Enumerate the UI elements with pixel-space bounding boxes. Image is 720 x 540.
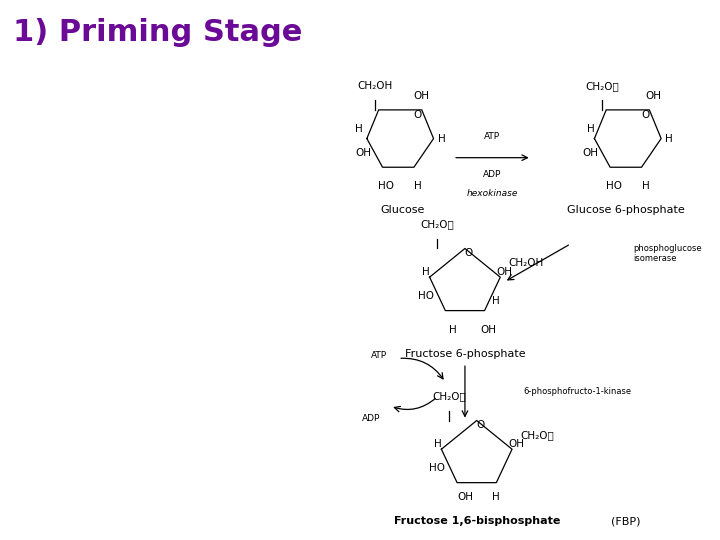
Text: OH: OH	[355, 148, 371, 158]
Text: H: H	[492, 296, 500, 306]
Text: m: m	[30, 460, 37, 473]
Text: Fructose 6-phosphate: Fructose 6-phosphate	[405, 349, 526, 359]
Text: HO: HO	[429, 463, 446, 474]
Text: with different Km values for glucose: with different Km values for glucose	[24, 372, 348, 388]
Text: Phosphorylation: Phosphorylation	[24, 175, 168, 191]
Text: for glucose.: for glucose.	[34, 462, 150, 477]
Text: CH₂OH: CH₂OH	[508, 258, 544, 268]
Text: 1) Priming Stage: 1) Priming Stage	[13, 18, 302, 47]
Text: ATP: ATP	[485, 132, 500, 140]
Text: of oxygen in the resulting phosphate: of oxygen in the resulting phosphate	[24, 265, 348, 281]
Text: OH: OH	[496, 267, 512, 278]
Text: CH₂OH: CH₂OH	[357, 81, 392, 91]
Text: O: O	[477, 420, 485, 430]
Text: H: H	[492, 492, 500, 502]
Text: •: •	[5, 85, 14, 99]
Text: O: O	[414, 110, 422, 120]
Text: •: •	[5, 509, 14, 524]
Text: H: H	[587, 124, 595, 134]
Text: Glucose (and other hexoses) are: Glucose (and other hexoses) are	[24, 85, 304, 99]
Text: phosphorylated  immediately  upon: phosphorylated immediately upon	[24, 114, 322, 131]
Text: H: H	[355, 124, 363, 134]
Text: Glucose 6-phosphate: Glucose 6-phosphate	[567, 206, 685, 215]
Text: ADP: ADP	[361, 414, 380, 422]
Text: O: O	[464, 248, 473, 258]
Text: H: H	[414, 181, 422, 191]
Text: (FBP): (FBP)	[611, 516, 641, 526]
Text: 6-phosphofructo-1-kinase: 6-phosphofructo-1-kinase	[523, 387, 632, 396]
Text: HO: HO	[418, 291, 433, 301]
Text: OH: OH	[645, 91, 661, 100]
Text: K: K	[24, 462, 34, 477]
Text: The    major    enzyme    for: The major enzyme for	[24, 509, 286, 526]
Text: H: H	[665, 133, 673, 144]
Text: OH: OH	[480, 325, 497, 335]
Text: H: H	[642, 181, 649, 191]
Text: HO: HO	[379, 181, 395, 191]
Text: O: O	[642, 110, 649, 120]
Text: CH₂OⓅ: CH₂OⓅ	[585, 81, 619, 91]
Text: is: is	[211, 539, 238, 540]
Text: •: •	[5, 342, 14, 357]
Text: entry into the cell.: entry into the cell.	[24, 145, 204, 161]
Text: HO: HO	[606, 181, 622, 191]
Text: Fructose 1,6-bisphosphate: Fructose 1,6-bisphosphate	[394, 516, 560, 526]
Text: H: H	[433, 440, 441, 449]
Text: OH: OH	[582, 148, 598, 158]
Text: ester.: ester.	[24, 295, 78, 310]
Text: CH₂OⓅ: CH₂OⓅ	[433, 392, 466, 402]
Text: ATP: ATP	[371, 352, 387, 360]
Text: hexokinase: hexokinase	[467, 189, 518, 198]
Text: Glucose: Glucose	[380, 206, 424, 215]
Text: phosphoglucose
isomerase: phosphoglucose isomerase	[634, 244, 702, 263]
Text: Several isoenzymes of hexokinase: Several isoenzymes of hexokinase	[24, 342, 312, 358]
Text: OH: OH	[508, 440, 524, 449]
Text: hexokinase has a particularly low: hexokinase has a particularly low	[24, 433, 322, 448]
Text: CH₂OⓅ: CH₂OⓅ	[520, 430, 554, 440]
Text: phosphorylating glucose in: phosphorylating glucose in	[24, 539, 268, 540]
Text: liver: liver	[182, 539, 227, 540]
Text: the cell and increases the reactivity: the cell and increases the reactivity	[24, 235, 358, 251]
Text: OH: OH	[414, 91, 430, 100]
Text: OH: OH	[457, 492, 473, 502]
Text: H: H	[449, 325, 457, 335]
Text: are located in different tissues. Brain: are located in different tissues. Brain	[24, 402, 376, 417]
Text: H: H	[422, 267, 430, 278]
Text: CH₂OⓅ: CH₂OⓅ	[420, 220, 454, 229]
Text: H: H	[438, 133, 445, 144]
Text: prevents transport of glucose out of: prevents transport of glucose out of	[24, 205, 348, 220]
Text: ADP: ADP	[483, 170, 502, 179]
